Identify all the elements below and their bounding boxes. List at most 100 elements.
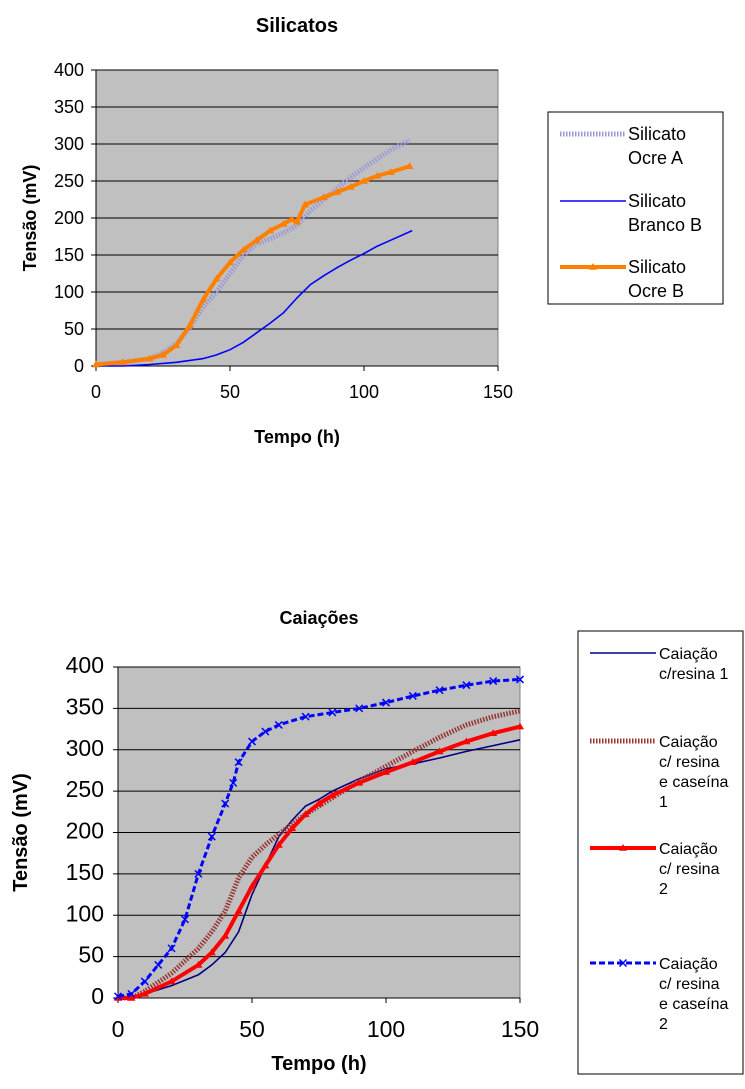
legend-label-line: Ocre B	[628, 281, 684, 301]
series-2-point-17	[408, 758, 417, 765]
series-3-point-21	[489, 677, 498, 686]
series-2-point-7	[212, 274, 221, 282]
legend-item-1: Silicato Branco B	[560, 191, 702, 235]
series-3-point-14	[301, 712, 310, 721]
x-axis-label: Tempo (h)	[254, 427, 340, 447]
x-tick-label: 50	[239, 1016, 265, 1042]
y-tick-label: 100	[54, 282, 84, 302]
series-1-line	[118, 708, 521, 1001]
y-tick-label: 250	[54, 171, 84, 191]
legend-label-line: Branco B	[628, 215, 702, 235]
x-tick-label: 150	[483, 382, 513, 402]
series-2-point-22	[405, 162, 414, 169]
y-tick-label: 50	[64, 319, 84, 339]
x-tick-label: 100	[349, 382, 379, 402]
series-2-point-6	[221, 931, 230, 939]
series-2-point-12	[301, 810, 310, 818]
series-2-point-4	[194, 960, 203, 968]
series-2-point-13	[315, 799, 323, 807]
legend-label: Caiação c/ resina e caseína 2	[659, 956, 728, 1033]
series-3-point-7	[207, 832, 216, 841]
series-2-point-15	[355, 778, 364, 786]
legend-label-line: Silicato	[628, 191, 686, 211]
y-tick-label: 0	[74, 356, 84, 376]
legend-label-line: e caseína	[659, 774, 728, 791]
legend-swatch-2-point-0	[619, 844, 627, 851]
series-2-point-3	[159, 350, 167, 358]
legend-label-line: c/ resina	[659, 976, 720, 993]
series-2-point-19	[360, 177, 368, 184]
series-2-point-19	[462, 737, 471, 745]
x-tick-label: 150	[501, 1016, 539, 1042]
series-3-point-12	[261, 727, 270, 736]
legend-box	[547, 111, 724, 305]
series-1	[96, 229, 413, 367]
legend-label-line: Caiação	[659, 841, 718, 858]
x-tick-label: 0	[91, 382, 101, 402]
series-3-point-13	[274, 720, 283, 729]
y-tick-label: 400	[66, 652, 104, 678]
series-2-point-1	[127, 994, 136, 1001]
legend-label-line: 1	[659, 794, 668, 811]
y-tick-label: 150	[54, 245, 84, 265]
series-2-point-11	[266, 226, 275, 234]
series-3-point-22	[515, 675, 525, 684]
y-tick-label: 50	[78, 942, 104, 968]
series-2-point-21	[386, 168, 395, 175]
series-2-point-3	[167, 977, 176, 985]
series-0-line	[118, 739, 521, 999]
series-2-point-16	[382, 768, 390, 775]
series-1-line	[96, 229, 413, 367]
legend-label-line: Caiação	[659, 734, 718, 751]
legend-label: Caiação c/ resina e caseína 1	[659, 734, 728, 811]
legend-label: Silicato Ocre A	[628, 124, 686, 168]
series-2-point-6	[199, 295, 208, 303]
series-2-line	[118, 724, 521, 1000]
legend-label-line: Ocre A	[628, 148, 683, 168]
legend-item-3: Caiação c/ resina e caseína 2	[590, 956, 728, 1033]
y-tick-label: 300	[54, 134, 84, 154]
series-2-point-10	[252, 236, 261, 243]
y-tick-label: 250	[66, 776, 104, 802]
series-3-point-3	[154, 960, 163, 969]
series-3-point-16	[355, 704, 364, 713]
legend-label-line: Caiação	[659, 646, 718, 663]
series-3-point-9	[229, 778, 238, 787]
series-3-point-4	[167, 944, 176, 953]
y-tick-label: 300	[66, 735, 104, 761]
series-2-point-12	[279, 219, 288, 227]
legend-label-line: Caiação	[659, 956, 718, 973]
chart-title: Caiações	[279, 608, 358, 628]
caiacoes-chart: 0 50 100 150 200 250 300 350 400 0 50 100 150 Caiaçõe…	[10, 608, 744, 1075]
series-2-point-10	[274, 840, 283, 848]
legend-label-line: Silicato	[628, 124, 686, 144]
series-2	[92, 162, 414, 368]
y-tick-label: 200	[54, 208, 84, 228]
series-3-point-2	[140, 977, 149, 986]
x-tick-label: 0	[112, 1016, 125, 1042]
legend-label: Silicato Branco B	[628, 191, 702, 235]
series-2-point-21	[516, 722, 524, 730]
series-2-point-7	[234, 907, 243, 914]
y-tick-label: 100	[66, 900, 104, 926]
y-tick-label: 400	[54, 60, 84, 80]
legend-item-0: Silicato Ocre A	[560, 124, 686, 168]
x-tick-label: 50	[220, 382, 240, 402]
series-2-point-9	[261, 861, 270, 869]
series-2-point-13	[287, 215, 296, 223]
y-tick-label: 200	[66, 818, 104, 844]
legend-label-line: c/ resina	[659, 861, 720, 878]
series-2-point-9	[239, 245, 248, 253]
series-2-point-8	[248, 882, 256, 890]
series-2-point-5	[207, 948, 216, 956]
chart-title: Silicatos	[256, 15, 338, 37]
legend-label: Caiação c/ resina 2	[659, 841, 720, 898]
y-axis-label: Tensão (mV)	[20, 165, 40, 272]
series-2-point-20	[489, 729, 498, 736]
series-3-point-19	[435, 686, 444, 695]
legend-swatch-3-point-0	[618, 958, 628, 968]
legend-label-line: 2	[659, 1016, 668, 1033]
legend-label-line: e caseína	[659, 996, 728, 1013]
legend-label-line: c/resina 1	[659, 666, 728, 683]
series-3-point-8	[221, 799, 230, 808]
